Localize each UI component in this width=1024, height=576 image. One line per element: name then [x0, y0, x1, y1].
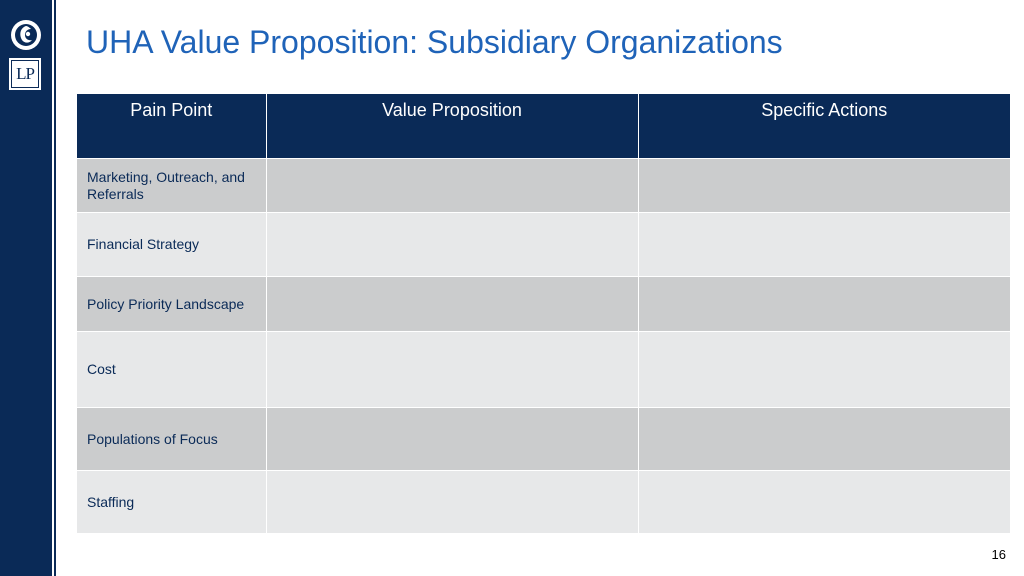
- table-row: Policy Priority Landscape: [77, 276, 1010, 332]
- value-proposition-table: Pain Point Value Proposition Specific Ac…: [77, 94, 1010, 534]
- pain-point-cell: Marketing, Outreach, and Referrals: [77, 158, 267, 213]
- pain-point-cell: Staffing: [77, 470, 267, 534]
- lp-logo-text: LP: [11, 60, 39, 88]
- pain-point-cell: Policy Priority Landscape: [77, 276, 267, 332]
- value-proposition-cell: [266, 407, 639, 471]
- specific-actions-cell: [638, 470, 1010, 534]
- sidebar-band: LP: [0, 0, 52, 576]
- specific-actions-cell: [638, 212, 1010, 277]
- value-proposition-cell: [266, 470, 639, 534]
- header-pain-point: Pain Point: [77, 94, 267, 159]
- pain-point-cell: Cost: [77, 331, 267, 408]
- table-row: Cost: [77, 331, 1010, 408]
- specific-actions-cell: [638, 407, 1010, 471]
- sidebar-divider: [54, 0, 56, 576]
- header-value-proposition: Value Proposition: [266, 94, 639, 159]
- table-header-row: Pain Point Value Proposition Specific Ac…: [77, 94, 1010, 159]
- emblem-logo-icon: [11, 20, 41, 50]
- value-proposition-cell: [266, 276, 639, 332]
- slide-title: UHA Value Proposition: Subsidiary Organi…: [86, 24, 783, 60]
- value-proposition-cell: [266, 331, 639, 408]
- table-row: Marketing, Outreach, and Referrals: [77, 158, 1010, 213]
- page-number: 16: [991, 547, 1006, 562]
- specific-actions-cell: [638, 331, 1010, 408]
- header-specific-actions: Specific Actions: [638, 94, 1010, 159]
- pain-point-cell: Populations of Focus: [77, 407, 267, 471]
- table-row: Populations of Focus: [77, 407, 1010, 471]
- table-row: Financial Strategy: [77, 212, 1010, 277]
- value-proposition-cell: [266, 158, 639, 213]
- pain-point-cell: Financial Strategy: [77, 212, 267, 277]
- value-proposition-cell: [266, 212, 639, 277]
- lp-logo: LP: [9, 58, 41, 90]
- table-row: Staffing: [77, 470, 1010, 534]
- specific-actions-cell: [638, 276, 1010, 332]
- specific-actions-cell: [638, 158, 1010, 213]
